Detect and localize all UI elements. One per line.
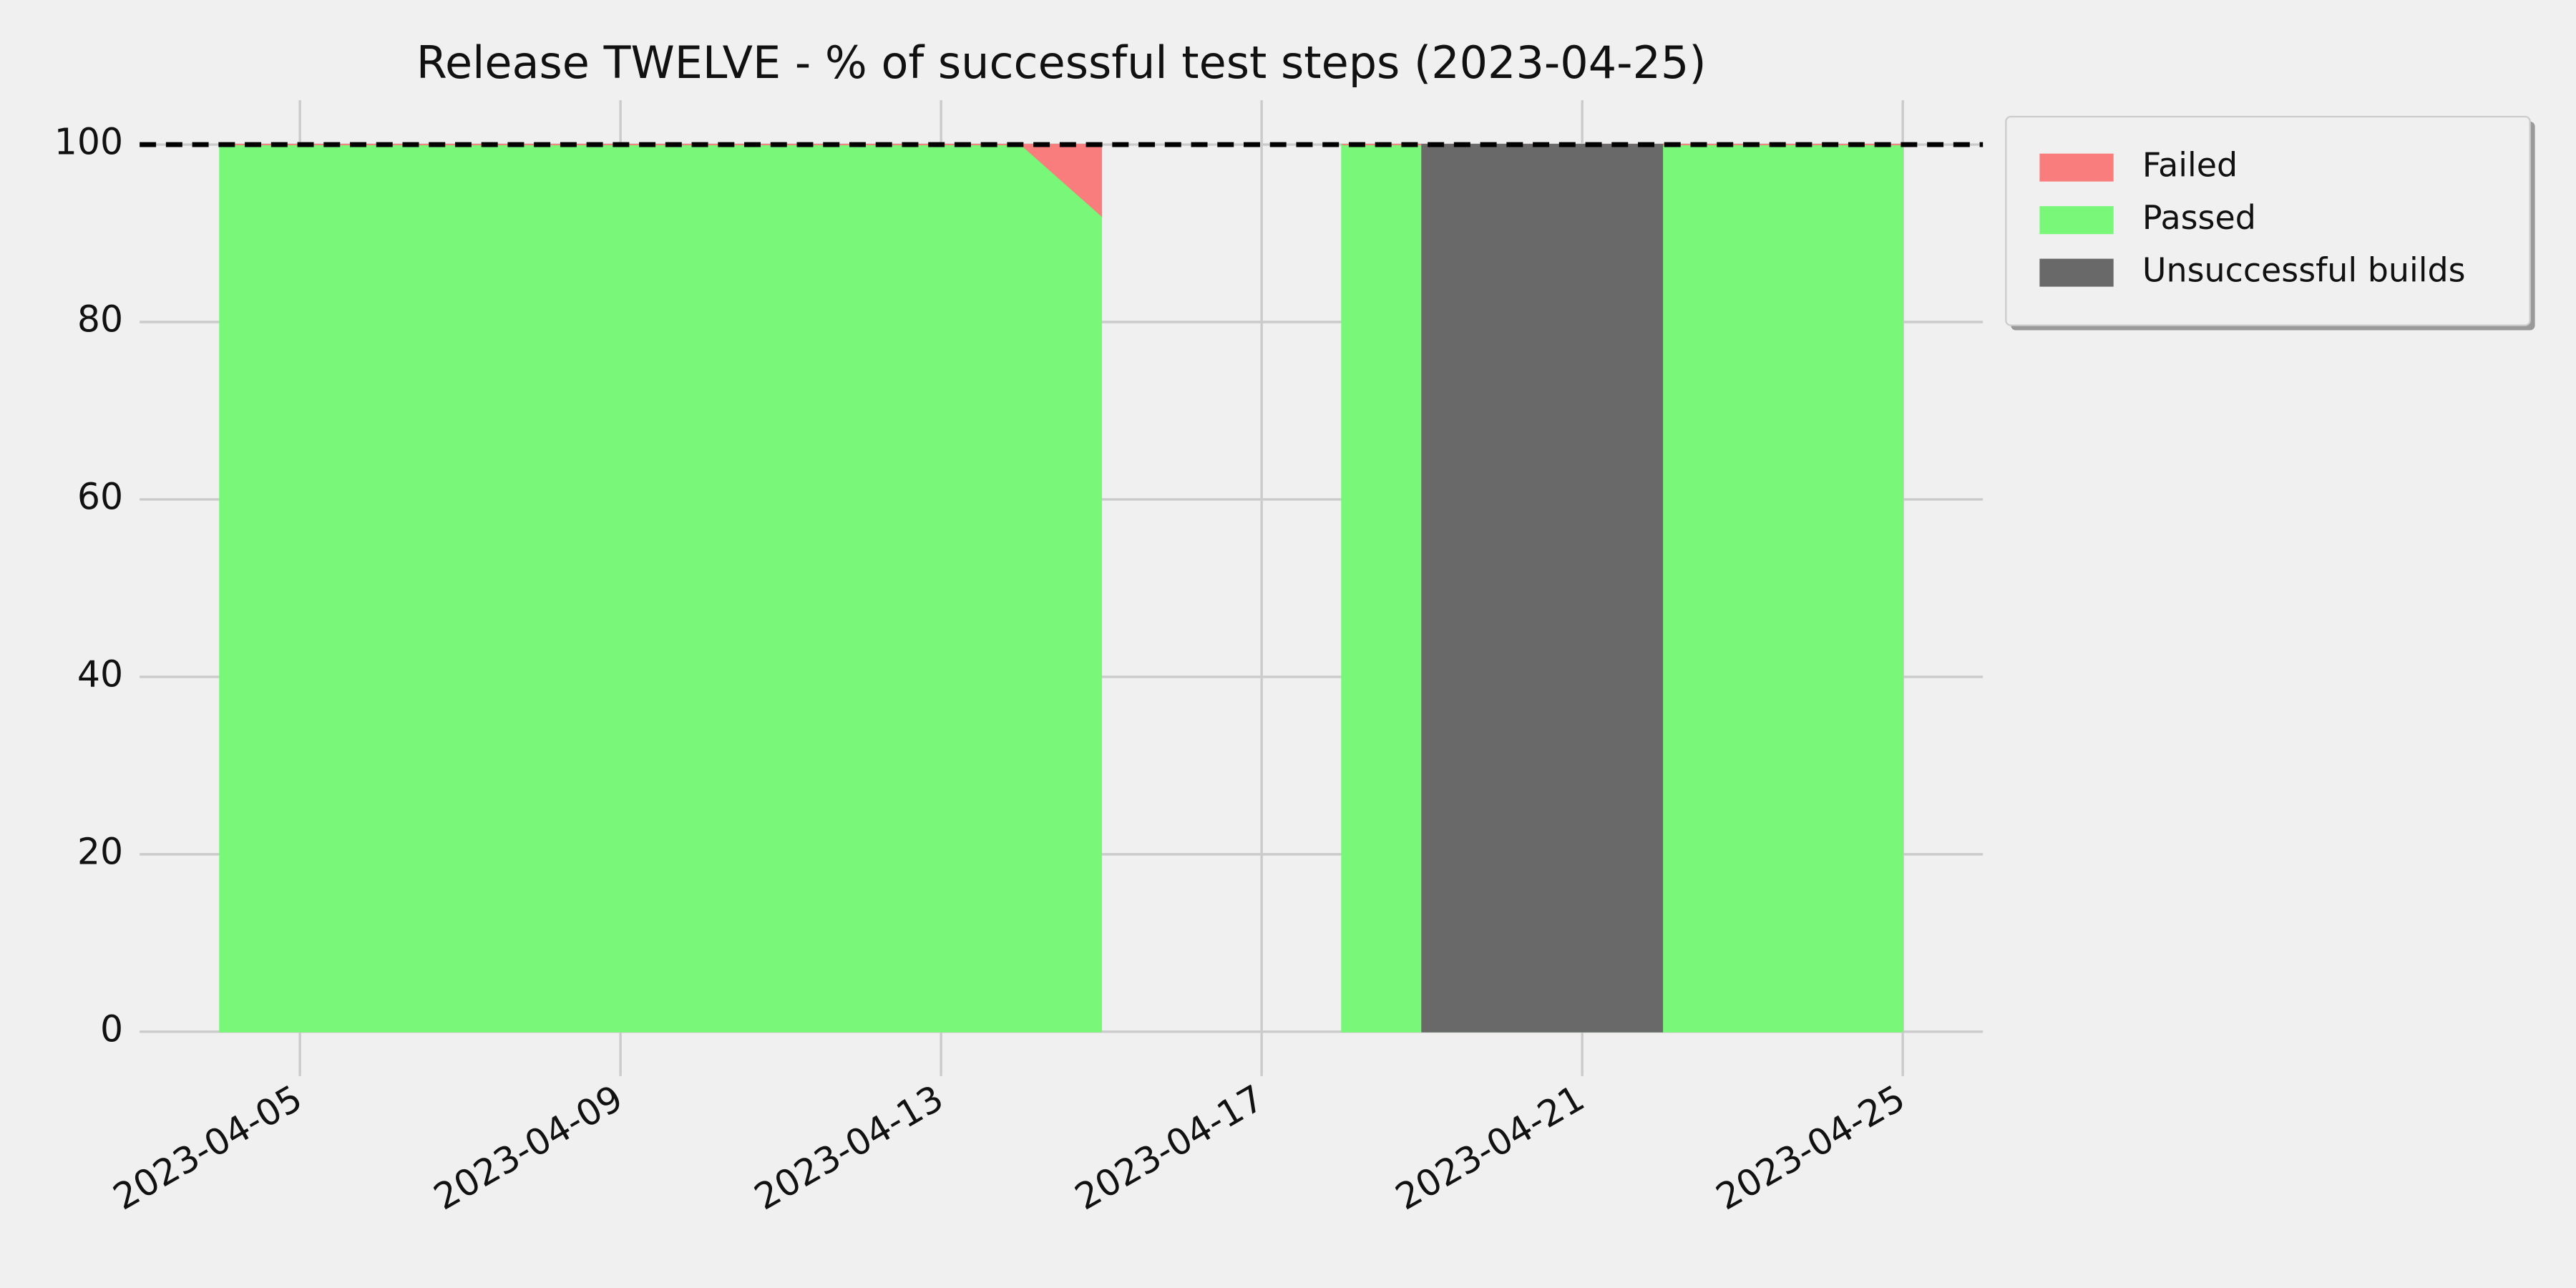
y-tick-label: 100: [54, 121, 123, 163]
y-tick-label: 80: [77, 298, 123, 341]
legend-swatch: [2039, 206, 2114, 235]
legend: Failed Passed Unsuccessful builds: [2005, 115, 2535, 331]
area: [219, 144, 1103, 1033]
legend-box: [2005, 115, 2531, 326]
legend-swatch: [2039, 153, 2114, 182]
chart-title: Release TWELVE - % of successful test st…: [416, 36, 1707, 89]
y-tick-label: 40: [77, 653, 123, 695]
legend-swatch: [2039, 258, 2114, 287]
legend-label: Unsuccessful builds: [2142, 251, 2466, 290]
y-tick-label: 60: [77, 475, 123, 517]
y-tick-label: 0: [100, 1008, 123, 1050]
area: [220, 144, 1103, 218]
y-tick-label: 20: [77, 830, 123, 872]
area: [1421, 144, 1664, 1033]
legend-label: Passed: [2142, 198, 2256, 237]
legend-label: Failed: [2142, 146, 2238, 185]
